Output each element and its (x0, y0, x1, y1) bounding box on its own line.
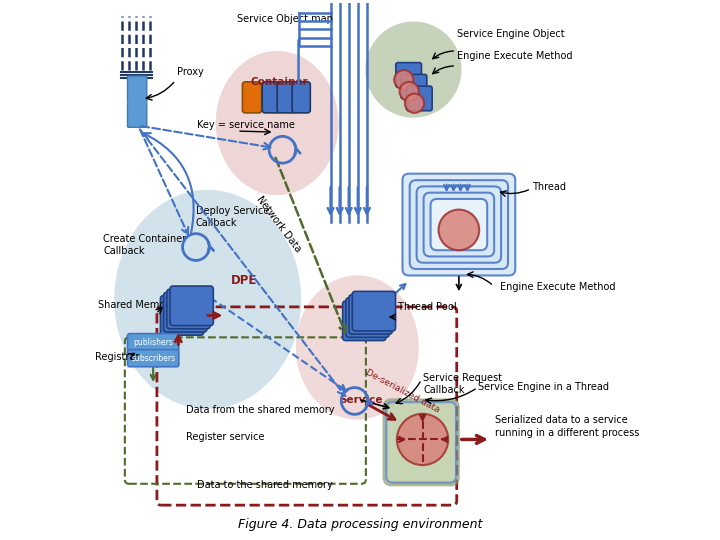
Text: Engine Execute Method: Engine Execute Method (457, 51, 573, 61)
Text: Service Object map: Service Object map (237, 14, 333, 24)
Text: Figure 4. Data processing environment: Figure 4. Data processing environment (238, 518, 482, 531)
FancyBboxPatch shape (292, 82, 310, 113)
FancyBboxPatch shape (343, 301, 386, 341)
FancyBboxPatch shape (262, 82, 280, 113)
FancyBboxPatch shape (127, 349, 179, 367)
FancyBboxPatch shape (386, 402, 456, 483)
Text: Service Request
Callback: Service Request Callback (423, 373, 502, 395)
Text: Service Engine Object: Service Engine Object (457, 29, 565, 39)
Text: DPE: DPE (230, 274, 257, 287)
FancyBboxPatch shape (277, 82, 295, 113)
Text: Shared Memory: Shared Memory (98, 300, 175, 310)
Text: Service Engine in a Thread: Service Engine in a Thread (477, 381, 608, 391)
Text: Network Data: Network Data (254, 194, 302, 254)
Ellipse shape (296, 275, 419, 420)
Text: Serialized data to a service
running in a different process: Serialized data to a service running in … (495, 415, 639, 438)
Text: Thread: Thread (532, 182, 566, 192)
FancyBboxPatch shape (170, 286, 213, 326)
FancyBboxPatch shape (127, 334, 179, 350)
FancyBboxPatch shape (396, 63, 421, 87)
FancyBboxPatch shape (127, 76, 147, 127)
FancyBboxPatch shape (161, 296, 204, 335)
FancyBboxPatch shape (352, 292, 395, 331)
Ellipse shape (114, 190, 301, 409)
Circle shape (395, 70, 413, 89)
Text: Service: Service (340, 395, 383, 404)
Text: De-serialized data: De-serialized data (364, 368, 441, 414)
Text: Registrar: Registrar (96, 352, 140, 362)
Circle shape (397, 414, 448, 465)
FancyBboxPatch shape (402, 174, 516, 275)
FancyBboxPatch shape (401, 75, 427, 99)
FancyBboxPatch shape (410, 180, 508, 269)
Text: Register service: Register service (186, 432, 265, 442)
Text: publishers: publishers (133, 338, 173, 347)
Text: Engine Execute Method: Engine Execute Method (500, 282, 616, 292)
Text: subscribers: subscribers (131, 354, 175, 363)
FancyBboxPatch shape (423, 193, 494, 256)
Text: Container: Container (251, 77, 308, 87)
FancyBboxPatch shape (349, 295, 392, 334)
FancyBboxPatch shape (163, 293, 207, 332)
Ellipse shape (365, 22, 462, 118)
FancyBboxPatch shape (417, 186, 501, 263)
Text: Proxy: Proxy (177, 66, 204, 77)
FancyBboxPatch shape (243, 82, 261, 113)
Circle shape (438, 210, 480, 250)
Text: $\rightarrow$Thread Pool: $\rightarrow$Thread Pool (386, 300, 456, 312)
Text: Create Container
Callback: Create Container Callback (104, 234, 186, 256)
Ellipse shape (216, 51, 338, 195)
Text: Data from the shared memory: Data from the shared memory (186, 406, 335, 415)
Text: Key = service name: Key = service name (197, 120, 295, 130)
FancyBboxPatch shape (384, 400, 459, 485)
Circle shape (405, 93, 424, 113)
FancyBboxPatch shape (431, 199, 487, 250)
Text: Data to the shared memory: Data to the shared memory (197, 480, 333, 490)
Text: Deploy Service
Callback: Deploy Service Callback (196, 206, 269, 228)
FancyBboxPatch shape (167, 289, 210, 329)
FancyBboxPatch shape (346, 298, 389, 338)
Circle shape (400, 82, 419, 101)
FancyBboxPatch shape (407, 86, 432, 111)
